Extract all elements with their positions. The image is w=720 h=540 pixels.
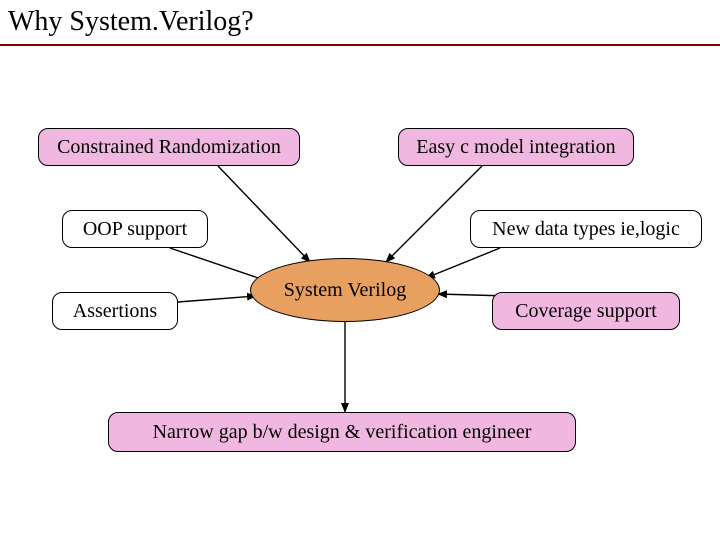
node-label: New data types ie,logic bbox=[492, 218, 680, 241]
node-system-verilog: System Verilog bbox=[250, 258, 440, 322]
node-label: Easy c model integration bbox=[416, 136, 615, 159]
node-constrained-randomization: Constrained Randomization bbox=[38, 128, 300, 166]
node-label: Constrained Randomization bbox=[57, 136, 281, 159]
node-label: Coverage support bbox=[515, 300, 657, 323]
node-easy-c-integration: Easy c model integration bbox=[398, 128, 634, 166]
node-narrow-gap: Narrow gap b/w design & verification eng… bbox=[108, 412, 576, 452]
node-coverage-support: Coverage support bbox=[492, 292, 680, 330]
node-label: Assertions bbox=[73, 300, 157, 323]
page-title: Why System.Verilog? bbox=[8, 6, 254, 38]
node-label: OOP support bbox=[83, 218, 187, 241]
node-label: System Verilog bbox=[284, 279, 406, 302]
node-assertions: Assertions bbox=[52, 292, 178, 330]
node-label: Narrow gap b/w design & verification eng… bbox=[153, 421, 532, 444]
node-oop-support: OOP support bbox=[62, 210, 208, 248]
title-underline bbox=[0, 44, 720, 46]
node-new-data-types: New data types ie,logic bbox=[470, 210, 702, 248]
